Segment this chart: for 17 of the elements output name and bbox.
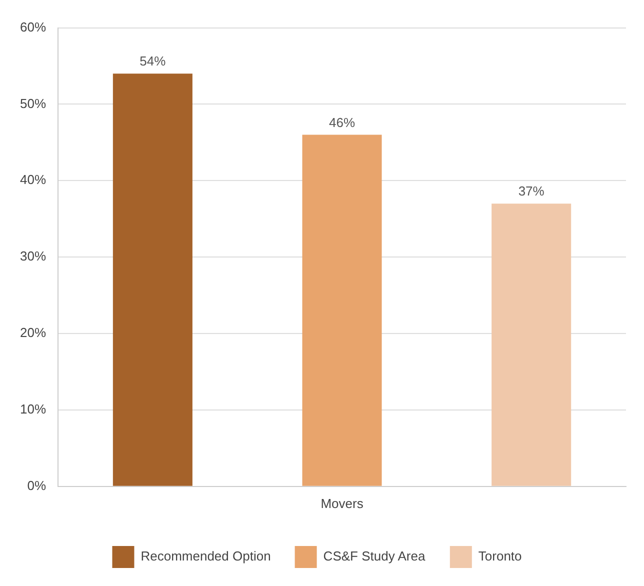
bar	[112, 74, 192, 486]
y-tick-label: 60%	[20, 19, 46, 34]
y-tick-label: 40%	[20, 172, 46, 188]
legend-label: Recommended Option	[140, 548, 271, 564]
y-tick-label: 50%	[20, 96, 46, 111]
bar	[302, 134, 382, 486]
x-tick-label: Movers	[320, 496, 364, 511]
bar	[492, 204, 572, 486]
data-label: 54%	[140, 54, 166, 69]
y-tick-label: 10%	[20, 402, 46, 417]
data-label: 37%	[518, 184, 545, 199]
legend-label: Toronto	[478, 548, 522, 564]
y-tick-label: 0%	[27, 478, 46, 493]
legend-label: CS&F Study Area	[323, 548, 426, 564]
data-label: 46%	[328, 114, 356, 130]
y-tick-label: 20%	[20, 325, 46, 340]
y-tick-label: 30%	[20, 248, 46, 264]
